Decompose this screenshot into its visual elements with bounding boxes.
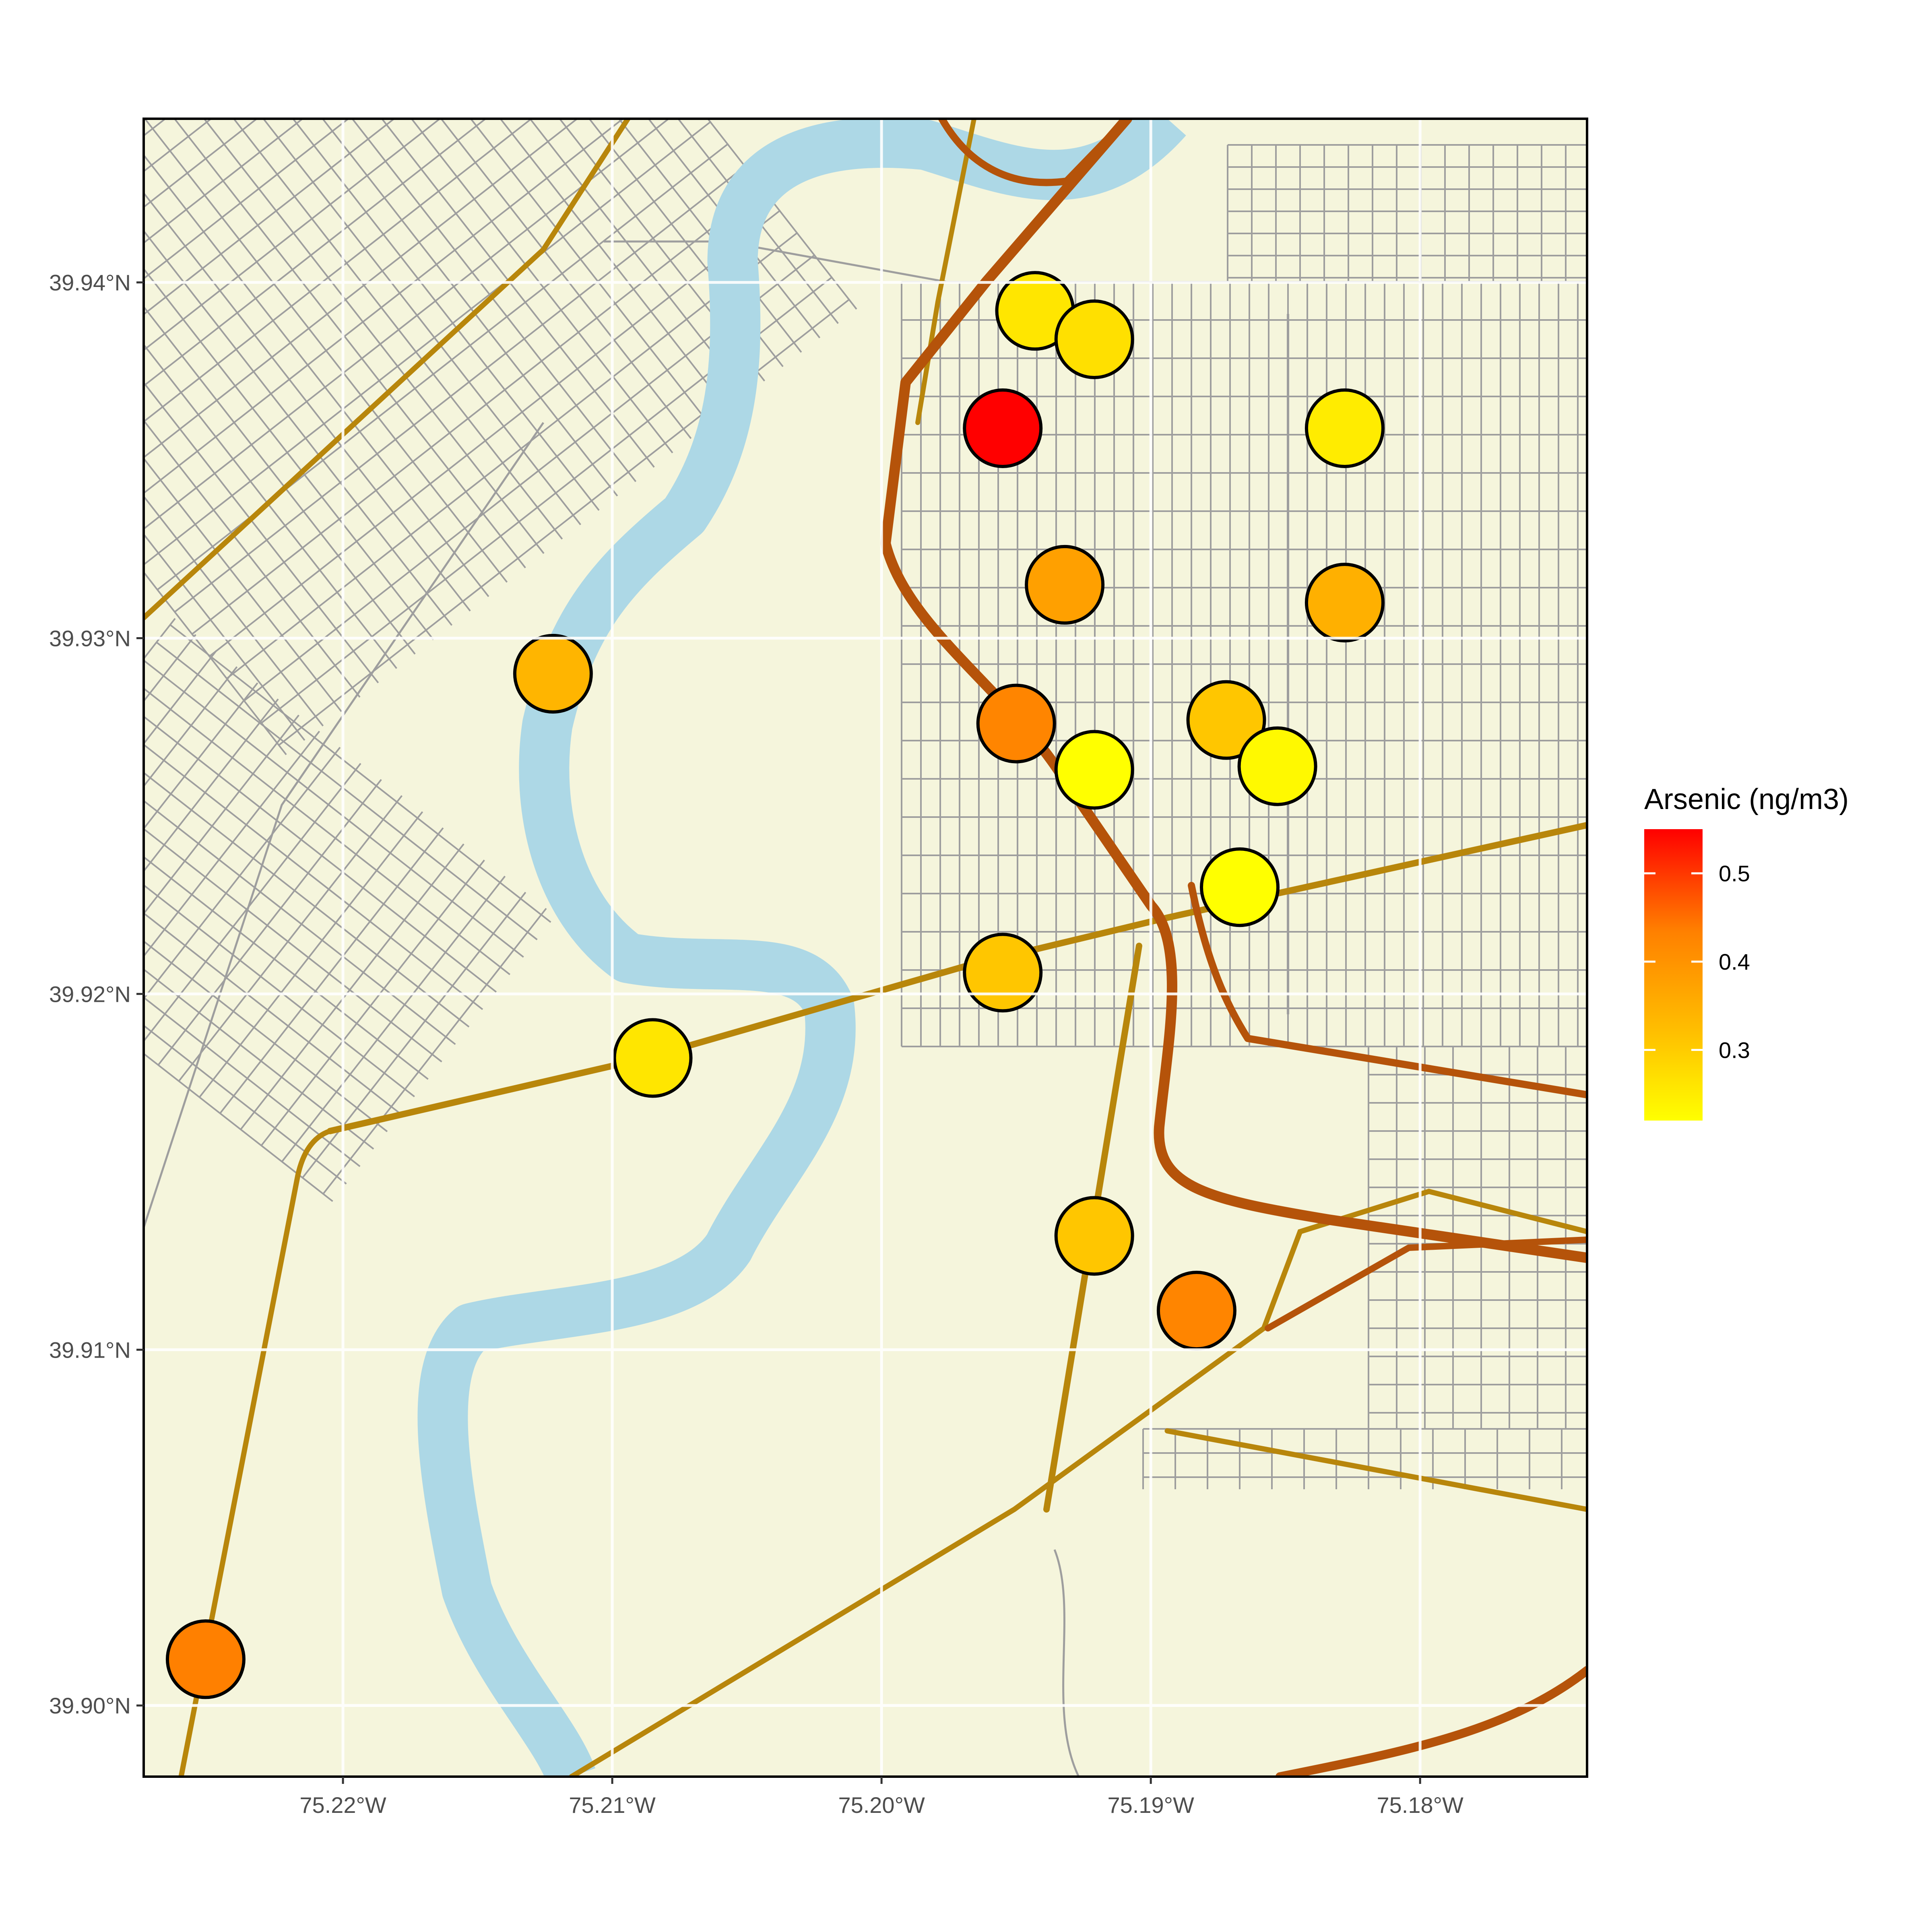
legend-tick-label: 0.4 — [1719, 949, 1750, 974]
x-tick-label: 75.18°W — [1377, 1792, 1464, 1818]
x-tick-label: 75.21°W — [569, 1792, 656, 1818]
sampling-point — [1025, 545, 1105, 625]
x-axis: 75.22°W 75.21°W 75.20°W 75.19°W 75.18°W — [299, 1777, 1463, 1818]
y-tick-label: 39.92°N — [49, 981, 131, 1007]
legend: Arsenic (ng/m3) 0.5 0.4 0.3 — [1644, 783, 1849, 1121]
sampling-points — [165, 271, 1385, 1699]
sampling-point — [976, 683, 1056, 764]
x-tick-label: 75.20°W — [838, 1792, 925, 1818]
sampling-point — [1237, 726, 1317, 806]
y-tick-label: 39.91°N — [49, 1337, 131, 1362]
gridlines — [144, 119, 1587, 1777]
sampling-point — [1054, 1196, 1134, 1276]
y-tick-label: 39.93°N — [49, 626, 131, 651]
map-background — [144, 119, 1587, 1777]
sampling-point — [1054, 299, 1134, 379]
x-tick-label: 75.19°W — [1107, 1792, 1194, 1818]
highway-south-connector — [1164, 1428, 1587, 1512]
sampling-point — [1156, 1271, 1236, 1351]
sampling-point — [513, 634, 593, 714]
legend-tick-label: 0.3 — [1719, 1037, 1750, 1063]
highway-southwest — [178, 1128, 333, 1777]
interstate-southeast-ramp — [1265, 1236, 1587, 1331]
river — [417, 119, 1186, 1777]
interstate-main — [880, 119, 1587, 1263]
legend-tick-label: 0.5 — [1719, 861, 1750, 886]
legend-title: Arsenic (ng/m3) — [1644, 783, 1849, 815]
major-highways — [880, 119, 1587, 1777]
interstate-se-corner — [1276, 1666, 1587, 1777]
x-tick-label: 75.22°W — [299, 1792, 386, 1818]
interstate-north-loop — [938, 119, 1131, 186]
sampling-point — [963, 933, 1043, 1013]
sampling-point — [1305, 563, 1385, 643]
y-tick-label: 39.94°N — [49, 270, 131, 295]
highway-south-diagonal — [569, 1189, 1587, 1777]
sampling-point — [165, 1619, 246, 1699]
highway-nw-diagonal — [144, 119, 631, 621]
interstate-east-spur — [1188, 882, 1587, 1098]
legend-colorbar — [1644, 829, 1703, 1121]
sampling-point — [1186, 680, 1266, 760]
y-tick-label: 39.90°N — [49, 1693, 131, 1718]
panel-border — [142, 118, 1588, 1778]
sampling-point — [613, 1018, 693, 1098]
sampling-point — [1305, 388, 1385, 468]
minor-highways — [144, 119, 1587, 1777]
sampling-point — [1054, 730, 1134, 810]
legend-ticks: 0.5 0.4 0.3 — [1644, 861, 1750, 1063]
highway-north-ramp — [915, 119, 976, 425]
sampling-point — [963, 388, 1043, 468]
y-axis: 39.94°N 39.93°N 39.92°N 39.91°N 39.90°N — [49, 270, 144, 1718]
sampling-point — [1200, 847, 1280, 927]
